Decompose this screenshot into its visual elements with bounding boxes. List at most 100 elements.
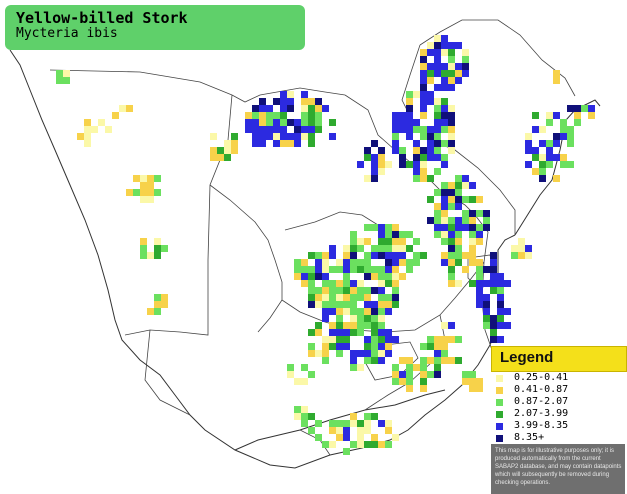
grid-cell xyxy=(434,350,441,357)
grid-cell xyxy=(392,280,399,287)
grid-cell xyxy=(420,357,427,364)
grid-cell xyxy=(350,315,357,322)
grid-cell xyxy=(448,84,455,91)
grid-cell xyxy=(140,238,147,245)
grid-cell xyxy=(476,280,483,287)
grid-cell xyxy=(553,70,560,77)
grid-cell xyxy=(392,266,399,273)
grid-cell xyxy=(406,112,413,119)
grid-cell xyxy=(392,140,399,147)
grid-cell xyxy=(441,238,448,245)
legend-swatch xyxy=(496,435,503,442)
grid-cell xyxy=(336,266,343,273)
grid-cell xyxy=(476,294,483,301)
grid-cell xyxy=(518,245,525,252)
grid-cell xyxy=(434,231,441,238)
grid-cell xyxy=(336,343,343,350)
grid-cell xyxy=(420,105,427,112)
grid-cell xyxy=(357,308,364,315)
grid-cell xyxy=(329,301,336,308)
grid-cell xyxy=(497,301,504,308)
grid-cell xyxy=(336,322,343,329)
grid-cell xyxy=(343,308,350,315)
grid-cell xyxy=(371,315,378,322)
grid-cell xyxy=(343,336,350,343)
grid-cell xyxy=(378,420,385,427)
grid-cell xyxy=(357,238,364,245)
grid-cell xyxy=(315,252,322,259)
grid-cell xyxy=(427,175,434,182)
grid-cell xyxy=(133,175,140,182)
grid-cell xyxy=(406,357,413,364)
grid-cell xyxy=(392,287,399,294)
grid-cell xyxy=(329,245,336,252)
grid-cell xyxy=(406,126,413,133)
grid-cell xyxy=(476,273,483,280)
grid-cell xyxy=(441,154,448,161)
grid-cell xyxy=(336,287,343,294)
grid-cell xyxy=(406,378,413,385)
grid-cell xyxy=(217,147,224,154)
grid-cell xyxy=(371,266,378,273)
grid-cell xyxy=(441,70,448,77)
grid-cell xyxy=(224,140,231,147)
grid-cell xyxy=(301,259,308,266)
grid-cell xyxy=(427,217,434,224)
grid-cell xyxy=(266,112,273,119)
grid-cell xyxy=(420,77,427,84)
grid-cell xyxy=(329,336,336,343)
grid-cell xyxy=(469,210,476,217)
grid-cell xyxy=(378,252,385,259)
grid-cell xyxy=(448,140,455,147)
grid-cell xyxy=(385,301,392,308)
grid-cell xyxy=(294,266,301,273)
grid-cell xyxy=(434,112,441,119)
grid-cell xyxy=(427,343,434,350)
grid-cell xyxy=(441,105,448,112)
grid-cell xyxy=(371,413,378,420)
grid-cell xyxy=(385,441,392,448)
grid-cell xyxy=(490,259,497,266)
legend-swatch xyxy=(496,411,503,418)
grid-cell xyxy=(406,245,413,252)
grid-cell xyxy=(553,133,560,140)
grid-cell xyxy=(490,280,497,287)
grid-cell xyxy=(399,126,406,133)
grid-cell xyxy=(357,315,364,322)
grid-cell xyxy=(147,182,154,189)
grid-cell xyxy=(371,357,378,364)
grid-cell xyxy=(434,126,441,133)
grid-cell xyxy=(308,98,315,105)
grid-cell xyxy=(378,301,385,308)
grid-cell xyxy=(301,266,308,273)
grid-cell xyxy=(413,126,420,133)
grid-cell xyxy=(427,98,434,105)
legend-swatch xyxy=(496,387,503,394)
grid-cell xyxy=(455,182,462,189)
grid-cell xyxy=(322,308,329,315)
grid-cell xyxy=(280,105,287,112)
grid-cell xyxy=(392,245,399,252)
grid-cell xyxy=(371,287,378,294)
grid-cell xyxy=(455,238,462,245)
grid-cell xyxy=(448,119,455,126)
grid-cell xyxy=(413,161,420,168)
grid-cell xyxy=(315,434,322,441)
grid-cell xyxy=(420,371,427,378)
grid-cell xyxy=(280,119,287,126)
grid-cell xyxy=(532,126,539,133)
grid-cell xyxy=(448,336,455,343)
grid-cell xyxy=(315,105,322,112)
grid-cell xyxy=(469,378,476,385)
grid-cell xyxy=(476,385,483,392)
grid-cell xyxy=(392,238,399,245)
grid-cell xyxy=(462,252,469,259)
grid-cell xyxy=(210,147,217,154)
grid-cell xyxy=(217,154,224,161)
grid-cell xyxy=(441,252,448,259)
grid-cell xyxy=(483,301,490,308)
grid-cell xyxy=(140,245,147,252)
grid-cell xyxy=(371,252,378,259)
grid-cell xyxy=(287,364,294,371)
grid-cell xyxy=(350,259,357,266)
